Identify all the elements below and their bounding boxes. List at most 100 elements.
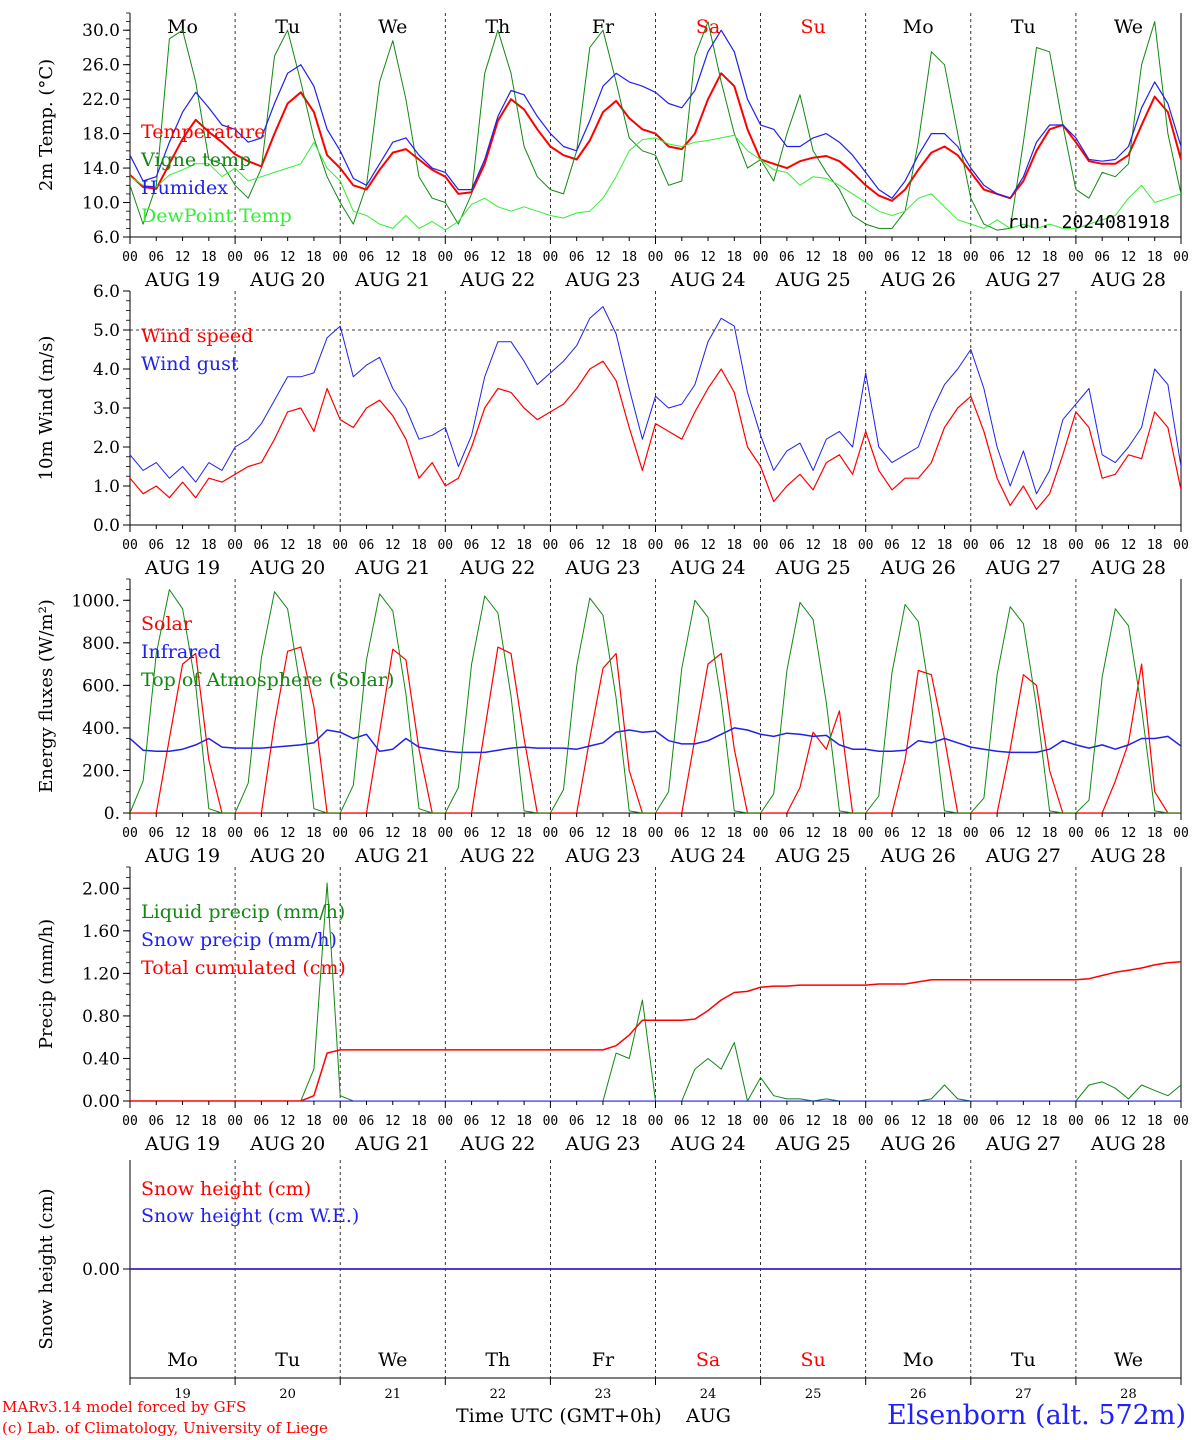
weekday-label: Fr — [592, 1349, 615, 1371]
x-day-label: AUG 23 — [564, 557, 640, 579]
x-hour-label: 00 — [1068, 1114, 1084, 1129]
legend-entry: Snow height (cm) — [141, 1178, 311, 1200]
y-tick-label: 800. — [82, 634, 120, 654]
x-hour-label: 12 — [385, 538, 401, 553]
x-day-label: AUG 22 — [459, 1133, 535, 1155]
x-hour-label: 12 — [1121, 826, 1137, 841]
y-tick-label: 14.0 — [82, 159, 120, 179]
series-line-solar — [130, 646, 1181, 813]
x-hour-label: 00 — [543, 826, 559, 841]
x-hour-label: 18 — [201, 1114, 217, 1129]
x-hour-label: 12 — [175, 250, 191, 265]
x-hour-label: 12 — [595, 538, 611, 553]
x-hour-label: 00 — [753, 1114, 769, 1129]
x-day-label: AUG 24 — [669, 845, 745, 867]
x-hour-label: 12 — [280, 826, 296, 841]
x-hour-label: 00 — [437, 250, 453, 265]
x-day-label: AUG 21 — [354, 557, 430, 579]
y-tick-label: 200. — [82, 761, 120, 781]
weekday-label: Th — [485, 1349, 510, 1371]
x-hour-label: 00 — [437, 538, 453, 553]
legend-entry: Humidex — [141, 177, 228, 199]
x-hour-label: 12 — [1121, 538, 1137, 553]
x-hour-label: 00 — [648, 538, 664, 553]
x-hour-label: 00 — [1173, 826, 1189, 841]
x-hour-label: 18 — [1147, 826, 1163, 841]
x-hour-label: 12 — [490, 538, 506, 553]
x-hour-label: 06 — [1094, 1114, 1110, 1129]
legend-entry: Snow precip (mm/h) — [141, 929, 337, 951]
lab-credit: (c) Lab. of Climatology, University of L… — [2, 1419, 328, 1437]
x-hour-label: 00 — [858, 538, 874, 553]
x-hour-label: 18 — [306, 250, 322, 265]
x-hour-label: 18 — [306, 826, 322, 841]
x-hour-label: 06 — [464, 1114, 480, 1129]
weekday-label: Tu — [275, 1349, 300, 1371]
x-day-label: AUG 21 — [354, 269, 430, 291]
x-hour-label: 18 — [1147, 250, 1163, 265]
x-hour-label: 00 — [227, 538, 243, 553]
y-tick-label: 600. — [82, 676, 120, 696]
y-tick-label: 0.00 — [82, 1260, 120, 1280]
x-day-label: AUG 24 — [669, 269, 745, 291]
weekday-label: Fr — [592, 16, 615, 38]
x-hour-label: 18 — [937, 538, 953, 553]
x-hour-label: 00 — [543, 250, 559, 265]
weekday-label: We — [1114, 16, 1143, 38]
y-tick-label: 2.0 — [93, 438, 120, 458]
x-hour-label: 06 — [674, 538, 690, 553]
x-hour-label: 00 — [1068, 826, 1084, 841]
x-day-number: 25 — [805, 1387, 822, 1402]
y-tick-label: 4.0 — [93, 360, 120, 380]
x-hour-label: 06 — [569, 538, 585, 553]
x-hour-label: 12 — [385, 826, 401, 841]
x-hour-label: 06 — [989, 826, 1005, 841]
x-hour-label: 18 — [516, 538, 532, 553]
x-day-label: AUG 23 — [564, 269, 640, 291]
x-hour-label: 06 — [148, 250, 164, 265]
x-hour-label: 12 — [910, 250, 926, 265]
x-day-label: AUG 27 — [985, 269, 1061, 291]
x-hour-label: 06 — [254, 1114, 270, 1129]
x-hour-label: 06 — [359, 1114, 375, 1129]
weekday-label: Su — [801, 16, 826, 38]
x-day-label: AUG 22 — [459, 269, 535, 291]
x-hour-label: 12 — [175, 1114, 191, 1129]
x-hour-label: 06 — [989, 538, 1005, 553]
weekday-label: Mo — [167, 1349, 198, 1371]
x-hour-label: 06 — [569, 1114, 585, 1129]
x-hour-label: 18 — [1042, 1114, 1058, 1129]
weekday-label: Sa — [696, 16, 720, 38]
station-name: Elsenborn (alt. 572m) — [887, 1400, 1186, 1431]
x-hour-label: 06 — [674, 826, 690, 841]
legend-entry: Vigne temp — [140, 149, 251, 171]
y-tick-label: 1.60 — [82, 922, 120, 942]
y-tick-label: 400. — [82, 719, 120, 739]
x-hour-label: 12 — [595, 250, 611, 265]
x-day-label: AUG 24 — [669, 1133, 745, 1155]
x-day-label: AUG 23 — [564, 1133, 640, 1155]
y-tick-label: 1.0 — [93, 477, 120, 497]
x-day-label: AUG 25 — [775, 557, 851, 579]
x-day-number: 19 — [174, 1387, 191, 1402]
x-day-label: AUG 19 — [144, 1133, 220, 1155]
x-hour-label: 00 — [543, 1114, 559, 1129]
x-day-label: AUG 24 — [669, 557, 745, 579]
x-hour-label: 12 — [1016, 250, 1032, 265]
x-day-label: AUG 21 — [354, 845, 430, 867]
y-tick-label: 1.20 — [82, 964, 120, 984]
x-hour-label: 12 — [175, 826, 191, 841]
x-hour-label: 18 — [621, 826, 637, 841]
x-hour-label: 12 — [805, 538, 821, 553]
series-line-wind-speed — [130, 360, 1181, 510]
x-day-label: AUG 25 — [775, 269, 851, 291]
x-hour-label: 12 — [1016, 1114, 1032, 1129]
x-day-label: AUG 23 — [564, 845, 640, 867]
x-hour-label: 06 — [1094, 826, 1110, 841]
x-hour-label: 00 — [543, 538, 559, 553]
x-day-label: AUG 25 — [775, 845, 851, 867]
y-axis-label: 2m Temp. (°C) — [36, 59, 57, 191]
x-hour-label: 18 — [1042, 538, 1058, 553]
x-hour-label: 00 — [122, 538, 138, 553]
